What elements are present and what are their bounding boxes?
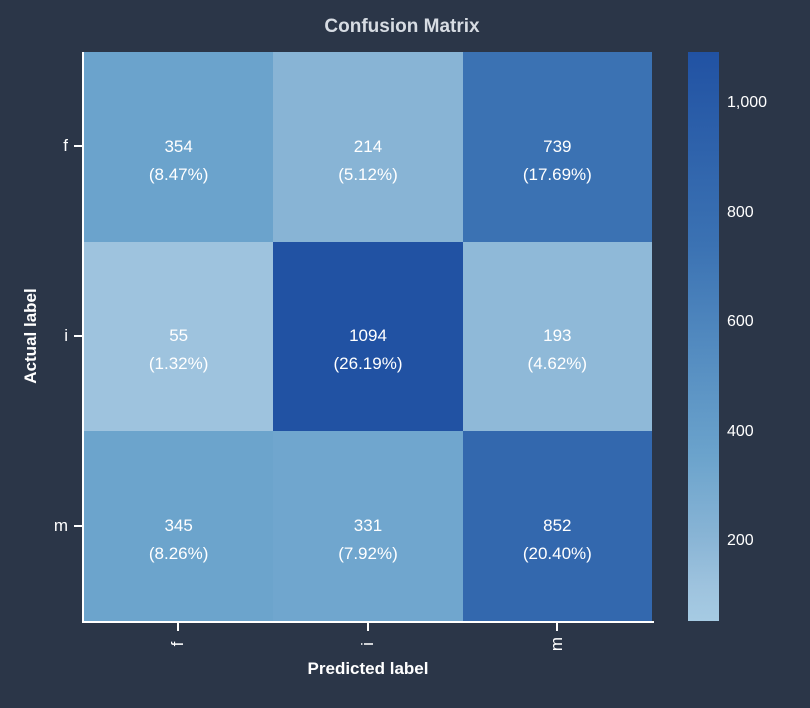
cell-value: 739 [543, 136, 572, 156]
x-tickmark [177, 623, 179, 631]
cell-annotation: 55 (1.32%) [149, 322, 209, 378]
x-tick-label-f: f [168, 641, 187, 647]
heatmap-grid: 354 (8.47%) 214 (5.12%) 739 (17.69%) 55 (1.3… [84, 52, 652, 621]
heatmap-cell-f-f: 354 (8.47%) [84, 52, 274, 242]
cell-percent: (26.19%) [333, 354, 403, 374]
cell-value: 55 [169, 326, 189, 346]
colorbar-tick-label: 600 [727, 313, 754, 330]
colorbar [688, 52, 719, 621]
y-axis-spine [82, 52, 84, 623]
cell-percent: (8.47%) [148, 164, 209, 184]
y-tickmark [74, 525, 82, 527]
x-axis-title: Predicted label [307, 659, 429, 678]
cell-value: 354 [164, 136, 193, 156]
chart-title: Confusion Matrix [324, 16, 480, 37]
cell-value: 193 [543, 326, 572, 346]
x-axis-spine [82, 621, 654, 623]
heatmap-cell-i-m: 193 (4.62%) [462, 241, 652, 432]
heatmap-cell-f-m: 739 (17.69%) [462, 52, 652, 242]
cell-percent: (1.32%) [148, 354, 209, 374]
cell-annotation: 739 (17.69%) [523, 133, 592, 189]
cell-percent: (20.40%) [522, 544, 592, 564]
heatmap-cell-i-i: 1094 (26.19%) [273, 241, 463, 432]
cell-value: 1094 [349, 326, 387, 346]
y-tick-label-i: i [64, 326, 68, 345]
cell-percent: (7.92%) [338, 544, 398, 564]
cell-value: 345 [164, 516, 193, 536]
cell-annotation: 354 (8.47%) [149, 133, 209, 189]
cell-annotation: 331 (7.92%) [338, 512, 398, 568]
y-tick-label-m: m [53, 516, 68, 535]
cell-annotation: 345 (8.26%) [149, 512, 209, 568]
y-tick-label-f: f [63, 136, 68, 155]
x-tickmark [556, 623, 558, 631]
heatmap-cell-m-i: 331 (7.92%) [273, 431, 463, 621]
cell-annotation: 193 (4.62%) [528, 322, 588, 378]
cell-percent: (8.26%) [148, 544, 209, 564]
heatmap-cell-i-f: 55 (1.32%) [84, 241, 274, 432]
cell-percent: (4.62%) [527, 354, 588, 374]
cell-value: 331 [353, 516, 383, 536]
cell-annotation: 1094 (26.19%) [334, 322, 403, 378]
y-tickmark [74, 335, 82, 337]
cell-value: 852 [543, 516, 572, 536]
x-tick-label-m: m [547, 636, 566, 652]
cell-percent: (17.69%) [522, 164, 592, 184]
x-tickmark [367, 623, 369, 631]
cell-annotation: 214 (5.12%) [338, 133, 398, 189]
y-axis-title: Actual label [21, 288, 40, 384]
colorbar-tick-label: 1,000 [727, 94, 768, 111]
cell-percent: (5.12%) [338, 164, 398, 184]
cell-annotation: 852 (20.40%) [523, 512, 592, 568]
colorbar-tick-label: 200 [727, 532, 754, 549]
colorbar-tick-label: 400 [727, 423, 754, 440]
y-tickmark [74, 145, 82, 147]
cell-value: 214 [353, 136, 383, 156]
x-tick-label-i: i [358, 642, 377, 646]
heatmap-cell-f-i: 214 (5.12%) [273, 52, 463, 242]
heatmap-cell-m-m: 852 (20.40%) [462, 431, 652, 621]
colorbar-tick-label: 800 [727, 204, 754, 221]
heatmap-cell-m-f: 345 (8.26%) [84, 431, 274, 621]
